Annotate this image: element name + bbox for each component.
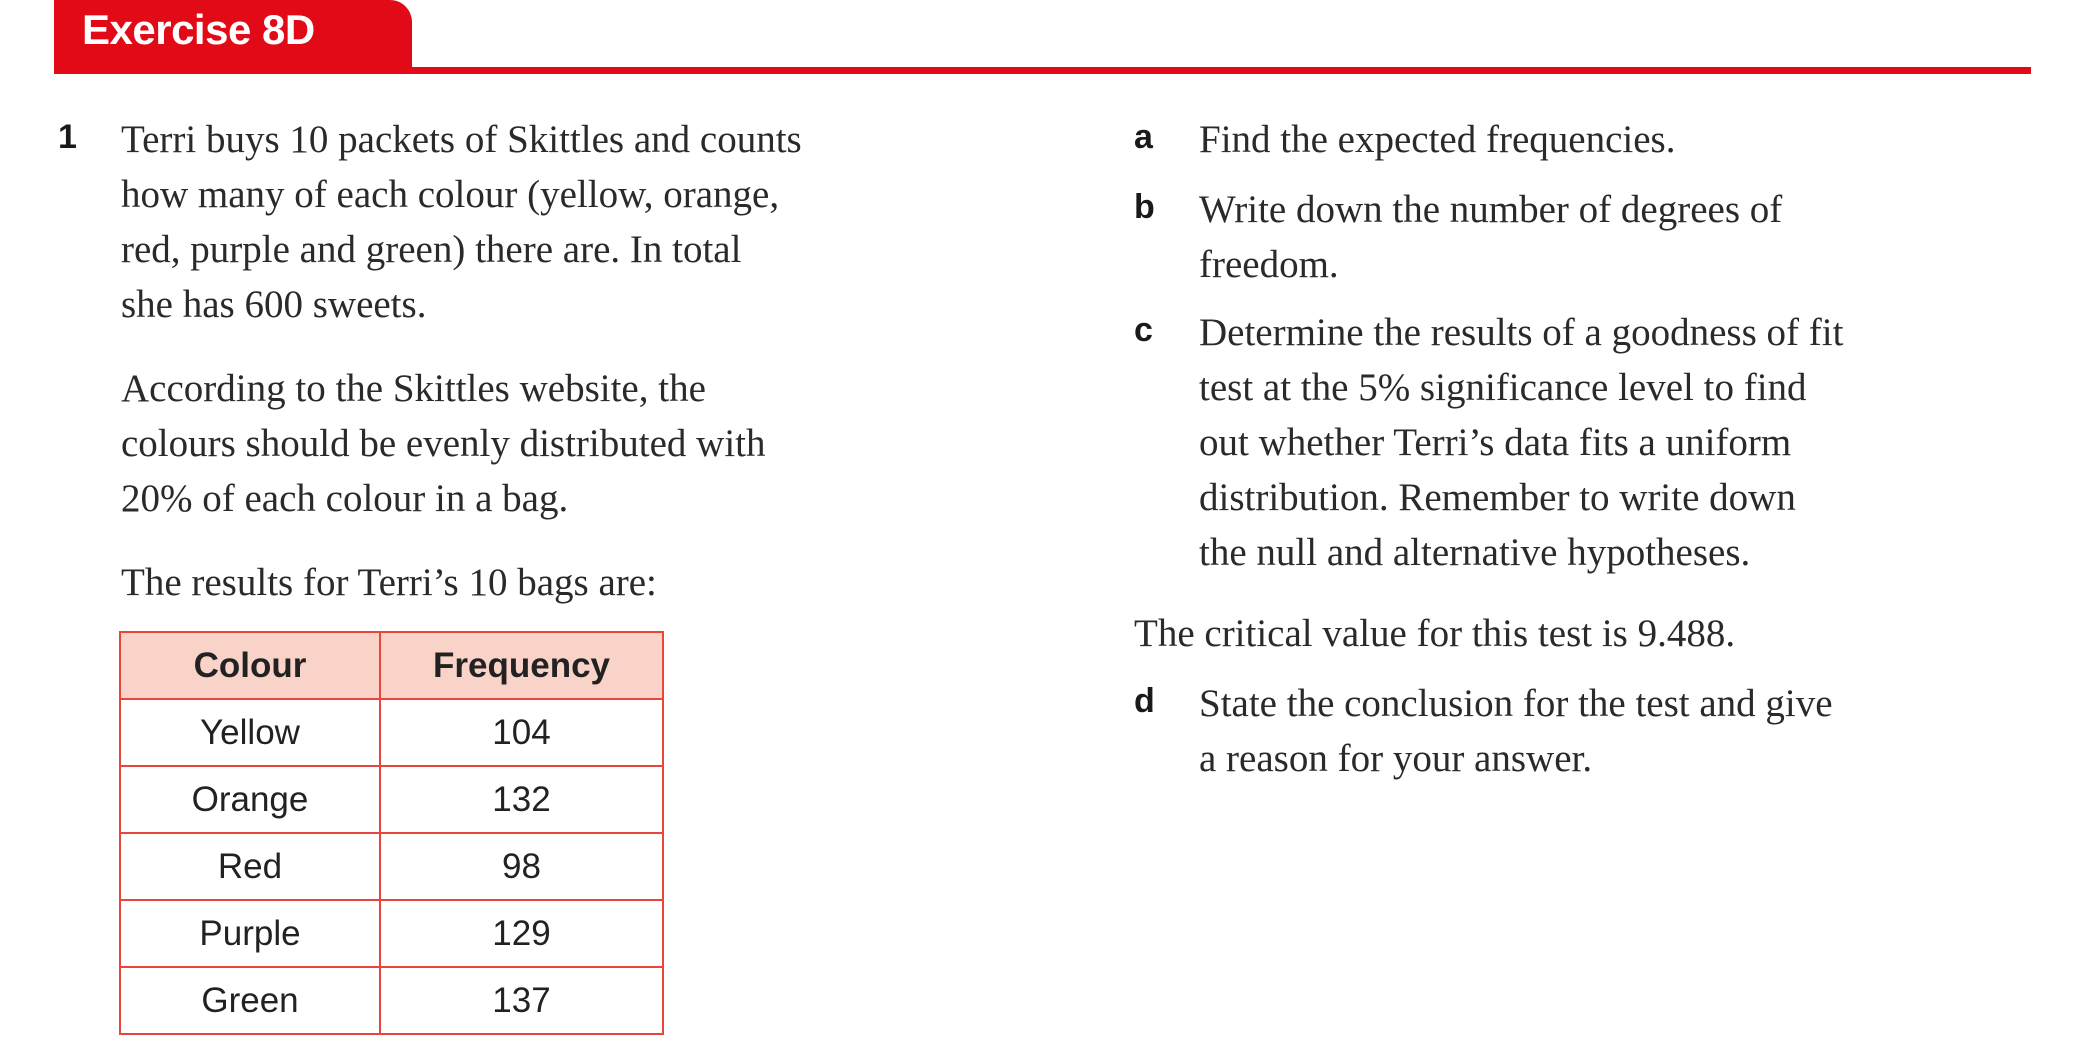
table-row: Green 137 [119, 966, 664, 1035]
part-label-a: a [1134, 118, 1153, 156]
table-header-row: Colour Frequency [119, 631, 664, 700]
table-cell: Yellow [119, 698, 381, 767]
table-cell: Red [119, 832, 381, 901]
part-c-line: distribution. Remember to write down [1199, 476, 1796, 519]
table-header: Colour [119, 631, 381, 700]
intro-line: how many of each colour (yellow, orange, [121, 173, 780, 216]
part-d-line: State the conclusion for the test and gi… [1199, 682, 1833, 725]
table-row: Orange 132 [119, 765, 664, 834]
part-c-line: out whether Terri’s data fits a uniform [1199, 421, 1792, 464]
intro-line: red, purple and green) there are. In tot… [121, 228, 742, 271]
table-cell: Orange [119, 765, 381, 834]
exercise-title: Exercise 8D [82, 6, 315, 53]
part-d-line: a reason for your answer. [1199, 737, 1593, 780]
exercise-header-tab: Exercise 8D [54, 0, 412, 74]
table-row: Red 98 [119, 832, 664, 901]
critical-value-text: The critical value for this test is 9.48… [1134, 612, 1736, 655]
part-c-line: the null and alternative hypotheses. [1199, 531, 1751, 574]
table-header: Frequency [379, 631, 664, 700]
table-cell: Green [119, 966, 381, 1035]
para2-line: colours should be evenly distributed wit… [121, 422, 766, 465]
header-rule [54, 67, 2031, 74]
table-row: Yellow 104 [119, 698, 664, 767]
results-intro: The results for Terri’s 10 bags are: [121, 561, 657, 604]
part-label-d: d [1134, 682, 1155, 720]
table-cell: 132 [379, 765, 664, 834]
part-a-line: Find the expected frequencies. [1199, 118, 1676, 161]
part-b-line: Write down the number of degrees of [1199, 188, 1783, 231]
para2-line: According to the Skittles website, the [121, 367, 706, 410]
para2-line: 20% of each colour in a bag. [121, 477, 569, 520]
part-label-b: b [1134, 188, 1155, 226]
intro-line: Terri buys 10 packets of Skittles and co… [121, 118, 802, 161]
table-cell: 98 [379, 832, 664, 901]
part-label-c: c [1134, 311, 1153, 349]
table-cell: 104 [379, 698, 664, 767]
intro-line: she has 600 sweets. [121, 283, 427, 326]
table-cell: 137 [379, 966, 664, 1035]
frequency-table: Colour Frequency Yellow 104 Orange 132 Red… [119, 631, 664, 1035]
part-b-line: freedom. [1199, 243, 1339, 286]
table-cell: Purple [119, 899, 381, 968]
table-row: Purple 129 [119, 899, 664, 968]
table-cell: 129 [379, 899, 664, 968]
part-c-line: test at the 5% significance level to fin… [1199, 366, 1807, 409]
part-c-line: Determine the results of a goodness of f… [1199, 311, 1844, 354]
question-number: 1 [58, 118, 77, 156]
